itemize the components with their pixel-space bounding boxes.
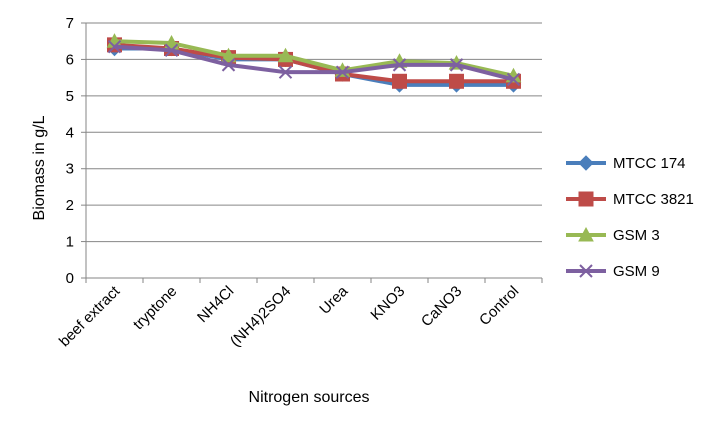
y-tick-label: 4 [66,124,74,141]
y-tick-label: 7 [66,15,74,32]
x-tick-labels: beef extract tryptone NH4Cl(NH4)2SO4 Urea KN… [56,282,522,350]
legend-label: MTCC 174 [613,155,686,172]
legend-label: GSM 9 [613,263,660,280]
data-point [107,39,122,54]
x-tick-label: beef extract [56,282,124,350]
y-tick-label: 6 [66,51,74,68]
data-point [506,72,521,87]
x-tick-label: Control [476,283,522,329]
legend-marker [579,264,593,278]
data-point [392,58,407,72]
legend-marker [578,191,594,207]
data-point [335,65,350,79]
gridlines [86,22,542,243]
x-tick-label: tryptone [130,283,180,333]
x-tick-label: NH4Cl [194,283,237,326]
x-tick-label: Urea [316,282,351,317]
y-tick-labels: 0 1 2 3 4 5 6 7 [66,15,74,287]
y-axis-title: Biomass in g/L [31,115,48,220]
data-point [220,47,237,63]
legend-item: MTCC 174 [566,155,686,172]
legend: MTCC 174 MTCC 3821 GSM 3 GSM 9 [566,155,694,280]
legend-item: GSM 9 [566,263,660,280]
x-tick-label: (NH4)2SO4 [227,283,294,350]
axes [81,22,543,283]
y-tick-label: 2 [66,197,74,214]
legend-marker [578,226,594,242]
x-tick-label: CaNO3 [418,283,465,330]
data-point [164,43,179,58]
y-tick-label: 3 [66,161,74,178]
series-3 [107,39,521,87]
y-tick-label: 5 [66,88,74,105]
legend-label: GSM 3 [613,227,660,244]
data-point [449,73,464,89]
y-tick-label: 1 [66,234,74,251]
series-line [114,44,514,82]
data-point [277,47,294,63]
legend-item: MTCC 3821 [566,191,694,208]
data-point [449,58,464,72]
data-point [221,58,236,72]
series-line [114,39,514,78]
series-line [114,42,514,84]
y-tick-label: 0 [66,270,74,287]
legend-item: GSM 3 [566,226,660,244]
legend-label: MTCC 3821 [613,191,694,208]
data-point [278,65,293,79]
series-lines [106,33,522,93]
legend-marker [578,155,594,171]
x-tick-label: KNO3 [367,283,408,324]
data-point [392,73,407,89]
x-axis-title: Nitrogen sources [249,389,370,406]
